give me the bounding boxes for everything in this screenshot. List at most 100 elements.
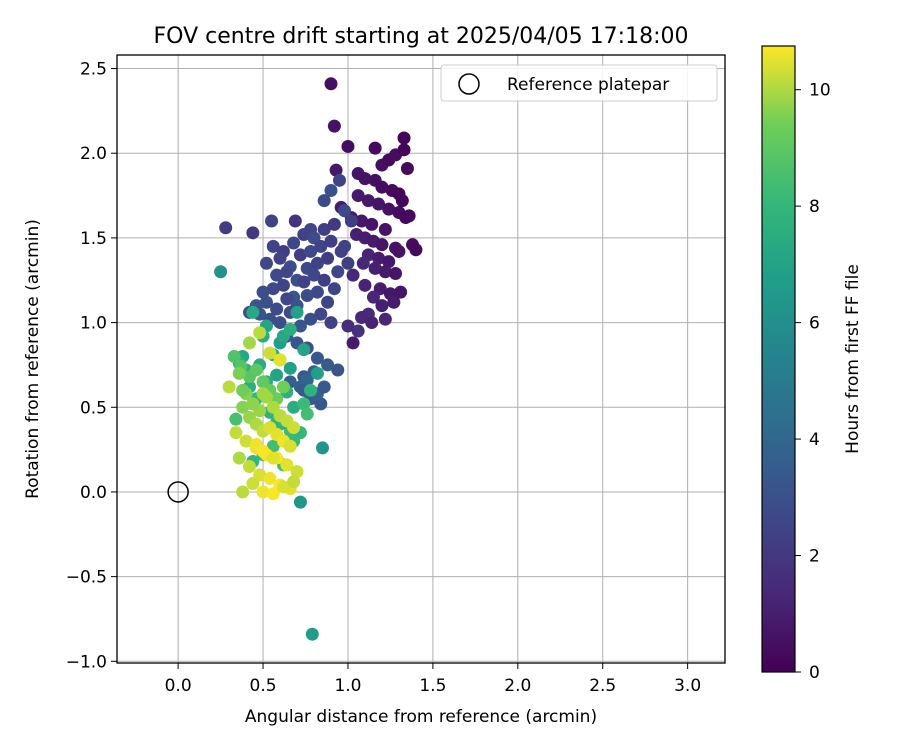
data-point [266, 282, 280, 296]
data-point [331, 265, 345, 279]
data-point [287, 421, 301, 435]
data-point [249, 363, 263, 377]
data-point [270, 302, 284, 316]
data-point [236, 485, 250, 499]
data-point [290, 465, 304, 479]
data-point [273, 316, 287, 330]
grid-lines [117, 55, 725, 663]
colorbar-tick-label: 0 [809, 663, 820, 683]
y-tick-label: −1.0 [66, 652, 107, 672]
data-point [283, 361, 297, 375]
data-point [283, 322, 297, 336]
data-point [375, 299, 389, 313]
colorbar-tick-label: 10 [809, 81, 831, 101]
legend: Reference platepar [440, 64, 718, 102]
x-tick-label: 1.5 [419, 676, 446, 696]
legend-reference-marker [458, 73, 480, 95]
data-point [314, 307, 328, 321]
x-axis-label: Angular distance from reference (arcmin) [245, 707, 597, 727]
data-point [276, 480, 290, 494]
data-point [297, 343, 311, 357]
data-point [366, 290, 380, 304]
data-point [327, 119, 341, 133]
data-point [287, 475, 301, 489]
data-point [297, 397, 311, 411]
data-point [273, 251, 287, 265]
data-point [321, 251, 335, 265]
data-point [229, 412, 243, 426]
data-point [400, 161, 414, 175]
data-point [256, 444, 270, 458]
x-tick-label: 1.0 [334, 676, 361, 696]
colorbar-tick-label: 6 [809, 314, 820, 334]
data-point [351, 324, 365, 338]
data-point [280, 292, 294, 306]
data-point [368, 261, 382, 275]
plot-frame [116, 54, 726, 664]
data-point [263, 471, 277, 485]
data-point [222, 380, 236, 394]
data-point [378, 312, 392, 326]
y-tick-label: 0.5 [80, 398, 107, 418]
data-point [232, 451, 246, 465]
data-point [346, 268, 360, 282]
data-point [263, 346, 277, 360]
data-point [293, 248, 307, 262]
data-point [321, 295, 335, 309]
data-point [355, 311, 369, 325]
data-point [259, 256, 273, 270]
data-point [246, 226, 260, 240]
data-point [375, 238, 389, 252]
data-point [214, 265, 228, 279]
data-point [329, 163, 343, 177]
data-point [397, 131, 411, 145]
data-point [304, 383, 318, 397]
x-tick-label: 3.0 [674, 676, 701, 696]
data-point [397, 143, 411, 157]
data-point [317, 194, 331, 208]
data-point [332, 173, 346, 187]
data-point [334, 244, 348, 258]
data-point [392, 244, 406, 258]
data-point [304, 312, 318, 326]
data-point [304, 244, 318, 258]
data-point [346, 336, 360, 350]
data-point [382, 202, 396, 216]
data-point [300, 407, 314, 421]
data-point [310, 285, 324, 299]
data-point [280, 458, 294, 472]
x-tick-label: 2.5 [589, 676, 616, 696]
data-point [324, 234, 338, 248]
data-point [219, 221, 233, 235]
data-point [297, 275, 311, 289]
data-point [273, 353, 287, 367]
data-point [276, 380, 290, 394]
data-point [356, 256, 370, 270]
data-point [372, 251, 386, 265]
data-point [256, 387, 270, 401]
legend-box [440, 64, 718, 102]
data-point [382, 255, 396, 269]
data-point [287, 236, 301, 250]
data-point [246, 305, 260, 319]
data-point [259, 295, 273, 309]
data-point [317, 222, 331, 236]
data-point [355, 214, 369, 228]
data-point [361, 194, 375, 208]
data-point [290, 305, 304, 319]
data-point [297, 228, 311, 242]
colorbar-label: Hours from first FF file [843, 264, 863, 454]
data-point [227, 349, 241, 363]
reference-platepar-marker [167, 481, 189, 503]
data-point [315, 441, 329, 455]
data-point [331, 363, 345, 377]
data-point [287, 400, 301, 414]
data-point [341, 139, 355, 153]
data-point [305, 627, 319, 641]
data-point [327, 282, 341, 296]
x-tick-label: 0.0 [165, 676, 192, 696]
data-point [246, 476, 260, 490]
data-points [214, 77, 423, 641]
data-point [246, 397, 260, 411]
